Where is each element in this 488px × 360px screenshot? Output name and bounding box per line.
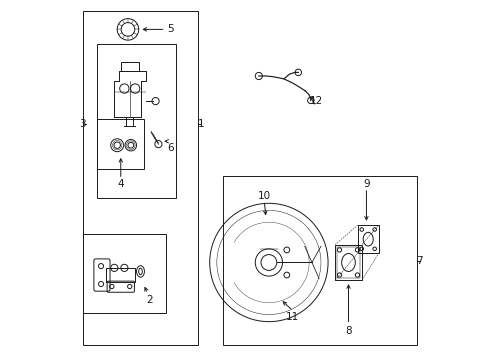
Text: 11: 11	[285, 312, 299, 322]
Bar	[97, 44, 176, 198]
Text: 4: 4	[117, 179, 124, 189]
Text: 1: 1	[198, 120, 204, 129]
Bar	[97, 119, 144, 169]
Text: 6: 6	[167, 143, 174, 153]
Text: 8: 8	[345, 326, 351, 336]
Text: 7: 7	[415, 256, 422, 266]
Bar	[357, 225, 378, 253]
Bar	[121, 62, 139, 71]
Text: 12: 12	[309, 96, 322, 106]
Bar	[83, 12, 198, 345]
Bar	[337, 247, 359, 278]
Bar	[83, 234, 165, 313]
Text: 9: 9	[363, 179, 369, 189]
Bar	[106, 268, 135, 282]
Text: 3: 3	[79, 120, 85, 129]
Bar	[334, 244, 361, 280]
Text: 10: 10	[257, 191, 270, 201]
Text: 2: 2	[146, 295, 152, 305]
Text: 5: 5	[167, 24, 174, 35]
Bar	[223, 176, 416, 345]
